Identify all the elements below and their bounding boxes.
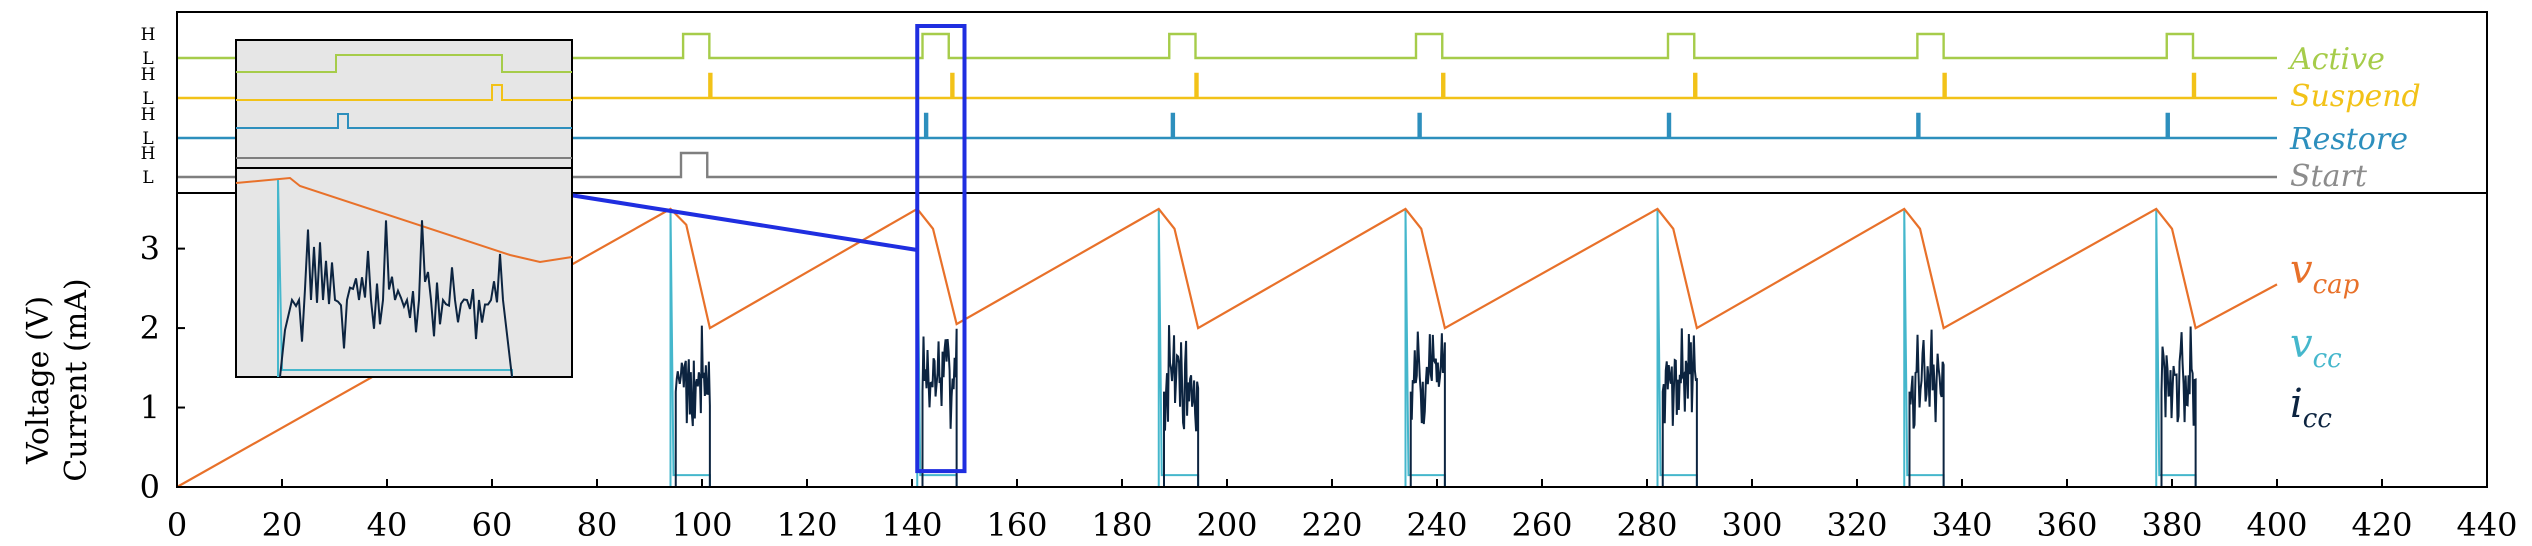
x-tick-label: 200	[1196, 506, 1257, 544]
level-label-low: L	[142, 49, 153, 69]
x-tick-label: 300	[1721, 506, 1782, 544]
level-label-low: L	[142, 168, 153, 188]
inset-signal-active	[236, 54, 572, 73]
x-tick-label: 280	[1616, 506, 1677, 544]
level-label-high: H	[141, 144, 156, 164]
inset-series-vcap	[235, 176, 573, 264]
inset-signal-restore	[236, 113, 572, 129]
series-line-icc-burst	[917, 328, 962, 488]
series-label-vcap: vcap	[2290, 247, 2360, 300]
x-tick-label: 160	[986, 506, 1047, 544]
y-tick-label: 1	[140, 389, 160, 427]
y-tick-label: 3	[140, 230, 160, 268]
signal-label-start: Start	[2290, 159, 2368, 194]
x-tick-label: 220	[1301, 506, 1362, 544]
x-tick-label: 140	[881, 506, 942, 544]
x-tick-label: 320	[1826, 506, 1887, 544]
signal-label-restore: Restore	[2289, 122, 2408, 157]
x-tick-label: 20	[262, 506, 303, 544]
x-tick-label: 440	[2456, 506, 2517, 544]
inset-frame	[235, 39, 573, 378]
zoom-inset	[235, 24, 967, 474]
level-label-low: L	[142, 89, 153, 109]
y-tick-label: 0	[140, 468, 160, 506]
level-label-high: H	[141, 105, 156, 125]
series-line-icc-burst	[1904, 329, 1949, 488]
x-tick-label: 120	[776, 506, 837, 544]
x-tick-label: 100	[671, 506, 732, 544]
series-line-icc-burst	[2156, 326, 2201, 488]
level-label-low: L	[142, 129, 153, 149]
x-tick-label: 260	[1511, 506, 1572, 544]
series-line-icc-burst	[670, 325, 716, 488]
signal-trace-active	[177, 32, 2277, 60]
x-tick-label: 40	[367, 506, 408, 544]
x-tick-label: 400	[2246, 506, 2307, 544]
x-tick-label: 60	[472, 506, 513, 544]
series-line-icc-burst	[1405, 331, 1451, 488]
level-label-high: H	[141, 65, 156, 85]
x-tick-label: 240	[1406, 506, 1467, 544]
x-tick-label: 80	[577, 506, 618, 544]
y-tick-label: 2	[140, 309, 160, 347]
series-line-icc-burst	[1158, 325, 1204, 488]
zoom-highlight-box	[915, 24, 967, 474]
axes: 0 20 40 60 80 100 120 140 160 180 200 220 240 260 280 3…	[140, 11, 2518, 544]
signal-trace-restore	[177, 112, 2277, 140]
inset-signal-suspend	[236, 84, 572, 101]
y-axis-label-current: Current (mA)	[59, 278, 94, 481]
x-tick-label: 360	[2036, 506, 2097, 544]
series-line-vcap	[176, 207, 2278, 488]
x-tick-label: 180	[1091, 506, 1152, 544]
y-axis-label-voltage: Voltage (V)	[21, 296, 56, 465]
series-line-icc-burst	[1657, 328, 1703, 488]
zoom-connector-line	[569, 193, 918, 252]
inset-series-icc	[279, 220, 513, 378]
signal-label-active: Active	[2287, 42, 2385, 77]
signal-trace-suspend	[177, 72, 2277, 100]
level-label-high: H	[141, 25, 156, 45]
x-tick-label: 380	[2141, 506, 2202, 544]
x-tick-label: 0	[167, 506, 187, 544]
series-label-icc: icc	[2290, 381, 2332, 434]
x-tick-label: 340	[1931, 506, 1992, 544]
x-tick-label: 420	[2351, 506, 2412, 544]
signal-label-suspend: Suspend	[2290, 79, 2421, 114]
series-label-vcc: vcc	[2290, 321, 2342, 374]
signal-trace-start	[177, 151, 2277, 179]
